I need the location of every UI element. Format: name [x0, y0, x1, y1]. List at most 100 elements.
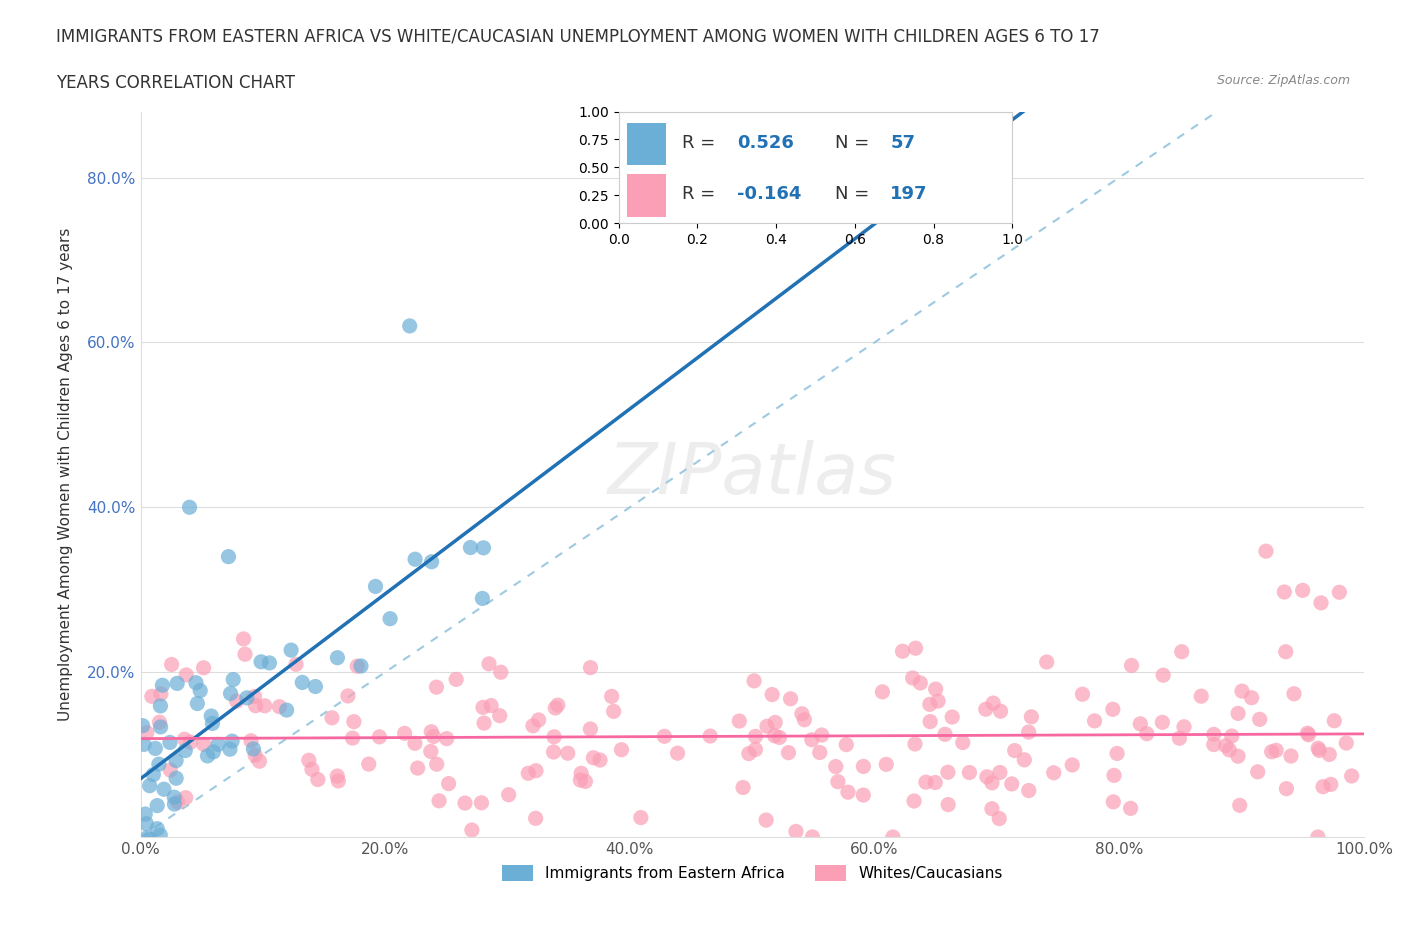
Whites/Caucasians — [173, 732, 195, 747]
Whites/Caucasians — [915, 775, 938, 790]
Whites/Caucasians — [1189, 689, 1212, 704]
Whites/Caucasians — [924, 775, 946, 790]
Whites/Caucasians — [910, 675, 932, 690]
Whites/Caucasians — [1254, 544, 1277, 559]
Whites/Caucasians — [427, 793, 450, 808]
Whites/Caucasians — [159, 763, 181, 777]
Immigrants from Eastern Africa — [197, 749, 219, 764]
Whites/Caucasians — [1035, 655, 1057, 670]
Immigrants from Eastern Africa — [236, 690, 259, 705]
Whites/Caucasians — [1083, 713, 1105, 728]
Whites/Caucasians — [426, 757, 449, 772]
Whites/Caucasians — [779, 691, 801, 706]
Whites/Caucasians — [1308, 741, 1330, 756]
Whites/Caucasians — [1275, 781, 1298, 796]
Whites/Caucasians — [498, 788, 520, 803]
Whites/Caucasians — [731, 780, 754, 795]
Whites/Caucasians — [574, 774, 596, 789]
Whites/Caucasians — [472, 700, 495, 715]
Whites/Caucasians — [974, 702, 997, 717]
Whites/Caucasians — [298, 752, 321, 767]
Immigrants from Eastern Africa — [200, 709, 222, 724]
Whites/Caucasians — [600, 689, 623, 704]
Immigrants from Eastern Africa — [184, 675, 207, 690]
Whites/Caucasians — [666, 746, 689, 761]
Whites/Caucasians — [837, 785, 859, 800]
Whites/Caucasians — [1279, 749, 1302, 764]
Whites/Caucasians — [148, 715, 170, 730]
Whites/Caucasians — [630, 810, 652, 825]
Immigrants from Eastern Africa — [202, 744, 225, 759]
Immigrants from Eastern Africa — [276, 703, 298, 718]
Whites/Caucasians — [768, 730, 790, 745]
Whites/Caucasians — [569, 766, 592, 781]
Whites/Caucasians — [1306, 830, 1329, 844]
Whites/Caucasians — [141, 689, 163, 704]
Immigrants from Eastern Africa — [218, 846, 240, 861]
Whites/Caucasians — [1340, 768, 1362, 783]
Whites/Caucasians — [882, 830, 904, 844]
Whites/Caucasians — [1336, 736, 1358, 751]
Whites/Caucasians — [1107, 746, 1129, 761]
Whites/Caucasians — [557, 746, 579, 761]
Immigrants from Eastern Africa — [148, 757, 170, 772]
FancyBboxPatch shape — [627, 123, 666, 166]
Whites/Caucasians — [368, 729, 391, 744]
Whites/Caucasians — [543, 745, 565, 760]
Whites/Caucasians — [990, 704, 1012, 719]
Whites/Caucasians — [744, 729, 766, 744]
Whites/Caucasians — [1227, 706, 1250, 721]
Immigrants from Eastern Africa — [146, 798, 169, 813]
Whites/Caucasians — [875, 757, 897, 772]
Whites/Caucasians — [1226, 749, 1249, 764]
Whites/Caucasians — [738, 746, 761, 761]
Whites/Caucasians — [755, 813, 778, 828]
Whites/Caucasians — [903, 793, 925, 808]
Immigrants from Eastern Africa — [142, 767, 165, 782]
Whites/Caucasians — [579, 660, 602, 675]
Whites/Caucasians — [927, 694, 949, 709]
Whites/Caucasians — [343, 714, 366, 729]
Text: -0.164: -0.164 — [737, 185, 801, 203]
Whites/Caucasians — [394, 726, 416, 741]
Whites/Caucasians — [243, 689, 266, 704]
Whites/Caucasians — [778, 745, 800, 760]
Whites/Caucasians — [1202, 727, 1225, 742]
Legend: Immigrants from Eastern Africa, Whites/Caucasians: Immigrants from Eastern Africa, Whites/C… — [496, 859, 1008, 887]
Whites/Caucasians — [193, 737, 215, 751]
Immigrants from Eastern Africa — [471, 591, 494, 605]
Immigrants from Eastern Africa — [398, 318, 420, 333]
Whites/Caucasians — [1021, 710, 1043, 724]
Whites/Caucasians — [470, 795, 492, 810]
Whites/Caucasians — [1121, 658, 1143, 673]
Immigrants from Eastern Africa — [242, 741, 264, 756]
Whites/Caucasians — [936, 797, 959, 812]
Immigrants from Eastern Africa — [179, 499, 201, 514]
Text: R =: R = — [682, 185, 721, 203]
Whites/Caucasians — [524, 764, 547, 778]
Immigrants from Eastern Africa — [149, 720, 172, 735]
Whites/Caucasians — [1272, 585, 1295, 600]
Whites/Caucasians — [1018, 724, 1040, 739]
Whites/Caucasians — [1292, 583, 1315, 598]
Whites/Caucasians — [827, 775, 849, 790]
Immigrants from Eastern Africa — [174, 743, 197, 758]
Whites/Caucasians — [420, 724, 443, 739]
Whites/Caucasians — [1101, 702, 1123, 717]
Text: IMMIGRANTS FROM EASTERN AFRICA VS WHITE/CAUCASIAN UNEMPLOYMENT AMONG WOMEN WITH : IMMIGRANTS FROM EASTERN AFRICA VS WHITE/… — [56, 28, 1099, 46]
Text: ZIPatlas: ZIPatlas — [607, 440, 897, 509]
Whites/Caucasians — [342, 731, 364, 746]
Immigrants from Eastern Africa — [138, 778, 160, 793]
Whites/Caucasians — [1329, 585, 1351, 600]
Whites/Caucasians — [425, 680, 447, 695]
Whites/Caucasians — [444, 672, 467, 687]
Whites/Caucasians — [793, 712, 815, 727]
Whites/Caucasians — [1240, 690, 1263, 705]
Whites/Caucasians — [321, 711, 343, 725]
Whites/Caucasians — [336, 688, 359, 703]
Whites/Caucasians — [1170, 644, 1192, 659]
Whites/Caucasians — [232, 631, 254, 646]
Whites/Caucasians — [436, 731, 458, 746]
Immigrants from Eastern Africa — [163, 797, 186, 812]
Whites/Caucasians — [699, 728, 721, 743]
